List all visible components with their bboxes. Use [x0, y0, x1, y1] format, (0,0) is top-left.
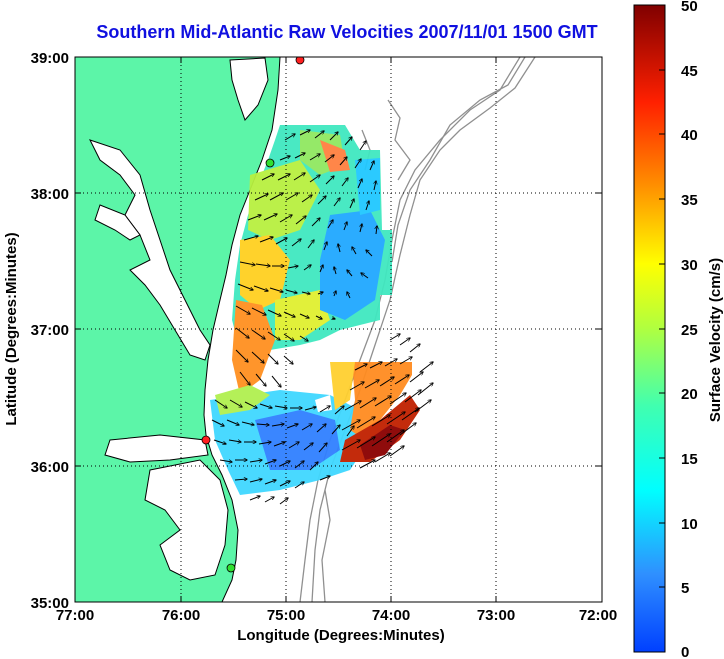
x-tick-label: 76:00 [162, 607, 200, 624]
colorbar-tick-label: 20 [681, 386, 698, 403]
delaware-bay [229, 57, 269, 121]
x-tick-label: 72:00 [579, 607, 617, 624]
station-marker-south-red [201, 435, 211, 445]
pamlico-sound [144, 459, 229, 581]
x-tick-labels: 77:00 76:00 75:00 74:00 73:00 72:00 [56, 607, 617, 624]
colorbar-tick-labels: 50 45 40 35 30 25 20 15 10 5 0 [681, 0, 698, 659]
y-tick-label: 38:00 [31, 186, 69, 203]
colorbar-label: Surface Velocity (cm/s) [707, 258, 724, 422]
colorbar-tick-label: 15 [681, 451, 698, 468]
colorbar-tick-label: 50 [681, 0, 698, 15]
colorbar-tick-label: 25 [681, 322, 698, 339]
potomac-river [94, 204, 141, 241]
station-marker-south-green [226, 563, 236, 573]
x-tick-label: 77:00 [56, 607, 94, 624]
chesapeake-bay [89, 139, 211, 361]
map-gridlines [75, 57, 602, 602]
map-title: Southern Mid-Atlantic Raw Velocities 200… [96, 22, 598, 42]
x-axis-label: Longitude (Degrees:Minutes) [237, 627, 445, 644]
colorbar-ticks [659, 4, 665, 653]
y-tick-label: 37:00 [31, 322, 69, 339]
y-tick-labels: 39:00 38:00 37:00 36:00 35:00 [31, 50, 69, 612]
colorbar-tick-label: 30 [681, 257, 698, 274]
station-marker-mid [265, 158, 275, 168]
velocity-vectors [211, 130, 433, 505]
colorbar-tick-label: 5 [681, 580, 689, 597]
x-tick-label: 73:00 [477, 607, 515, 624]
albemarle-sound [104, 434, 209, 463]
colorbar-tick-label: 40 [681, 127, 698, 144]
x-tick-label: 74:00 [372, 607, 410, 624]
colorbar-tick-label: 45 [681, 63, 698, 80]
y-tick-label: 35:00 [31, 595, 69, 612]
y-tick-label: 39:00 [31, 50, 69, 67]
station-marker-north [295, 57, 305, 65]
tick-marks [75, 57, 602, 602]
velocity-field [210, 125, 420, 495]
x-tick-label: 75:00 [267, 607, 305, 624]
y-tick-label: 36:00 [31, 459, 69, 476]
colorbar-tick-label: 0 [681, 644, 689, 659]
colorbar-tick-label: 10 [681, 516, 698, 533]
y-axis-label: Latitude (Degrees:Minutes) [3, 232, 20, 425]
colorbar-tick-label: 35 [681, 192, 698, 209]
